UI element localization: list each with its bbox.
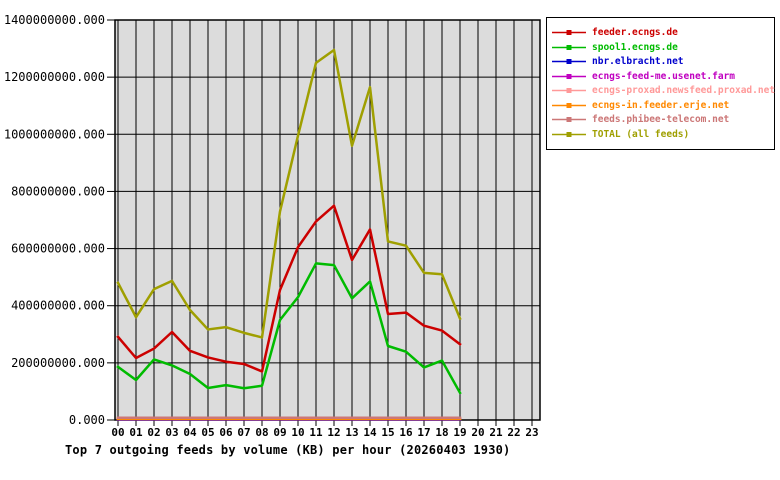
series-lines: [116, 48, 462, 421]
x-tick-label: 03: [165, 426, 178, 439]
legend-line-sample-icon: [552, 59, 586, 65]
y-grid-and-labels: 0.000 200000000.000 400000000.000 600000000…: [4, 13, 540, 427]
x-tick-label: 11: [309, 426, 323, 439]
legend-line-sample-icon: [552, 44, 586, 50]
legend-label: ecngs-proxad.newsfeed.proxad.net: [592, 85, 776, 97]
y-tick-label: 1000000000.000: [4, 127, 105, 141]
legend-label: TOTAL (all feeds): [592, 129, 690, 141]
legend-item: ecngs-in.feeder.erje.net: [547, 98, 774, 113]
legend-item: ecngs-proxad.newsfeed.proxad.net: [547, 84, 776, 99]
legend-item: spool1.ecngs.de: [547, 40, 774, 55]
chart-title: Top 7 outgoing feeds by volume (KB) per …: [65, 443, 511, 457]
y-tick-label: 400000000.000: [11, 299, 105, 313]
legend-line-sample-icon: [552, 88, 586, 94]
legend-line-sample-icon: [552, 117, 586, 123]
x-tick-label: 06: [219, 426, 233, 439]
x-tick-label: 19: [453, 426, 466, 439]
legend-label: spool1.ecngs.de: [592, 41, 678, 53]
y-tick-label: 200000000.000: [11, 356, 105, 370]
x-tick-label: 17: [417, 426, 430, 439]
legend-label: ecngs-feed-me.usenet.farm: [592, 70, 735, 82]
x-tick-label: 18: [435, 426, 448, 439]
x-grid-and-labels: 00 01 02 03 04 05 06 07 08 09 10 11 12 13 14 15 16 17 18 19…: [111, 20, 539, 439]
legend-line-sample-icon: [552, 29, 586, 35]
series-line-spool1.ecngs.de: [116, 262, 462, 395]
legend-label: nbr.elbracht.net: [592, 56, 684, 68]
x-tick-label: 08: [255, 426, 268, 439]
legend-label: feeds.phibee-telecom.net: [592, 114, 730, 126]
x-tick-label: 04: [183, 426, 197, 439]
x-tick-label: 13: [345, 426, 358, 439]
x-tick-label: 14: [363, 426, 377, 439]
x-tick-label: 21: [489, 426, 503, 439]
y-tick-label: 0.000: [69, 413, 105, 427]
legend-line-sample-icon: [552, 102, 586, 108]
y-tick-label: 1400000000.000: [4, 13, 105, 27]
x-tick-label: 23: [525, 426, 538, 439]
series-line-TOTAL (all feeds): [116, 48, 462, 339]
x-tick-label: 09: [273, 426, 286, 439]
x-tick-label: 02: [147, 426, 160, 439]
legend: feeder.ecngs.de spool1.ecngs.de nbr.elbrac…: [546, 17, 775, 150]
y-tick-label: 800000000.000: [11, 184, 105, 198]
x-tick-label: 01: [129, 426, 143, 439]
legend-item: TOTAL (all feeds): [547, 127, 774, 142]
legend-item: feeder.ecngs.de: [547, 25, 774, 40]
x-tick-label: 16: [399, 426, 413, 439]
legend-label: ecngs-in.feeder.erje.net: [592, 99, 730, 111]
legend-item: nbr.elbracht.net: [547, 54, 774, 69]
series-line-feeder.ecngs.de: [116, 204, 462, 373]
y-tick-label: 600000000.000: [11, 242, 105, 256]
x-tick-label: 12: [327, 426, 340, 439]
legend-label: feeder.ecngs.de: [592, 26, 678, 38]
x-tick-label: 07: [237, 426, 250, 439]
plot-area: [115, 20, 540, 420]
x-tick-label: 10: [291, 426, 304, 439]
x-tick-label: 15: [381, 426, 394, 439]
legend-line-sample-icon: [552, 132, 586, 138]
legend-line-sample-icon: [552, 73, 586, 79]
x-tick-label: 22: [507, 426, 520, 439]
legend-item: ecngs-feed-me.usenet.farm: [547, 69, 774, 84]
x-tick-label: 05: [201, 426, 214, 439]
legend-item: feeds.phibee-telecom.net: [547, 113, 774, 128]
x-tick-label: 20: [471, 426, 484, 439]
x-tick-label: 00: [111, 426, 124, 439]
y-tick-label: 1200000000.000: [4, 70, 105, 84]
